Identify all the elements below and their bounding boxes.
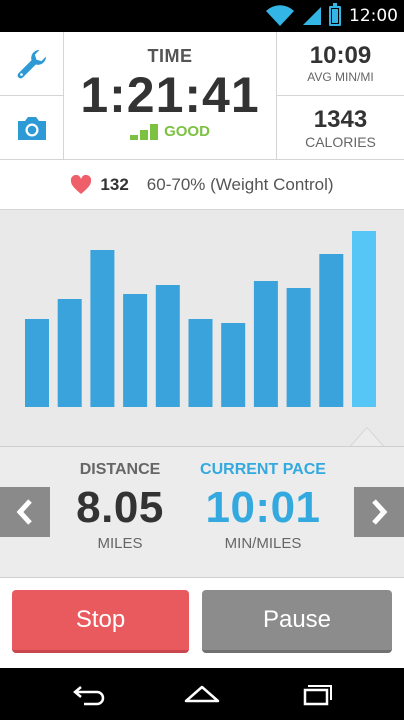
chart-bar [188, 319, 213, 407]
camera-icon [18, 117, 46, 140]
avg-pace-value: 10:09 [309, 42, 372, 69]
status-bar: 12:00 [0, 0, 404, 32]
wrench-icon [17, 49, 47, 78]
pause-button[interactable]: Pause [202, 590, 392, 653]
back-button[interactable] [64, 678, 114, 710]
distance-unit: MILES [97, 535, 143, 552]
heart-rate-value: 132 [100, 174, 129, 194]
status-icons: 12:00 [265, 0, 398, 32]
distance-stat: DISTANCE 8.05 MILES [40, 461, 200, 552]
pace-bar-chart [25, 231, 376, 407]
pace-chart [0, 210, 404, 447]
distance-value: 8.05 [76, 483, 164, 532]
calories-label: CALORIES [305, 134, 376, 150]
settings-button[interactable] [0, 32, 64, 96]
chart-bar [57, 299, 82, 407]
gps-signal-icon [130, 124, 159, 140]
signal-icon [303, 7, 321, 25]
wifi-icon [266, 5, 294, 26]
camera-button[interactable] [0, 96, 64, 160]
chart-bar [221, 323, 246, 407]
stop-button[interactable]: Stop [12, 590, 189, 653]
gps-status-text: GOOD [164, 123, 210, 140]
calories-stat: 1343 CALORIES [277, 96, 404, 160]
stats-column: 10:09 AVG MIN/MI 1343 CALORIES [277, 32, 404, 160]
current-pace-stat: CURRENT PACE 10:01 MIN/MILES [183, 461, 343, 552]
workout-summary-panel: TIME 1:21:41 GOOD 10:09 AVG MIN/MI 1343 … [0, 32, 404, 160]
distance-label: DISTANCE [79, 461, 161, 478]
back-icon [73, 686, 105, 706]
status-time: 12:00 [349, 6, 398, 26]
chart-bar [90, 250, 115, 407]
chart-pointer [351, 428, 383, 446]
chart-bar [286, 288, 311, 407]
time-label: TIME [147, 46, 193, 66]
next-stat-button[interactable] [354, 487, 404, 537]
calories-value: 1343 [313, 106, 368, 133]
recents-button[interactable] [290, 678, 340, 710]
heart-icon [71, 174, 92, 194]
elapsed-time: 1:21:41 [80, 67, 260, 123]
tool-column [0, 32, 64, 160]
time-block: TIME 1:21:41 GOOD [64, 32, 277, 160]
current-pace-value: 10:01 [205, 483, 321, 532]
avg-pace-stat: 10:09 AVG MIN/MI [277, 32, 404, 96]
chart-bar [253, 281, 278, 407]
chevron-right-icon [372, 499, 388, 525]
chart-bar-current [352, 231, 376, 407]
chart-bar [25, 319, 49, 407]
chart-bar [155, 285, 180, 407]
current-pace-unit: MIN/MILES [224, 535, 302, 552]
current-pace-label: CURRENT PACE [200, 461, 326, 478]
system-nav-bar [0, 668, 404, 720]
home-button[interactable] [177, 678, 227, 710]
gps-status: GOOD [64, 124, 276, 140]
avg-pace-label: AVG MIN/MI [307, 70, 374, 84]
battery-icon [329, 3, 341, 26]
recents-icon [303, 685, 332, 706]
heart-rate-zone: 60-70% (Weight Control) [146, 174, 334, 194]
heart-rate-row: 132 60-70% (Weight Control) [0, 160, 404, 210]
chart-bar [123, 294, 148, 407]
pace-panel: DISTANCE 8.05 MILES CURRENT PACE 10:01 M… [0, 447, 404, 578]
action-bar: Stop Pause [0, 578, 404, 668]
chevron-left-icon [16, 499, 32, 525]
previous-stat-button[interactable] [0, 487, 50, 537]
home-icon [184, 685, 220, 703]
chart-bar [319, 254, 344, 407]
